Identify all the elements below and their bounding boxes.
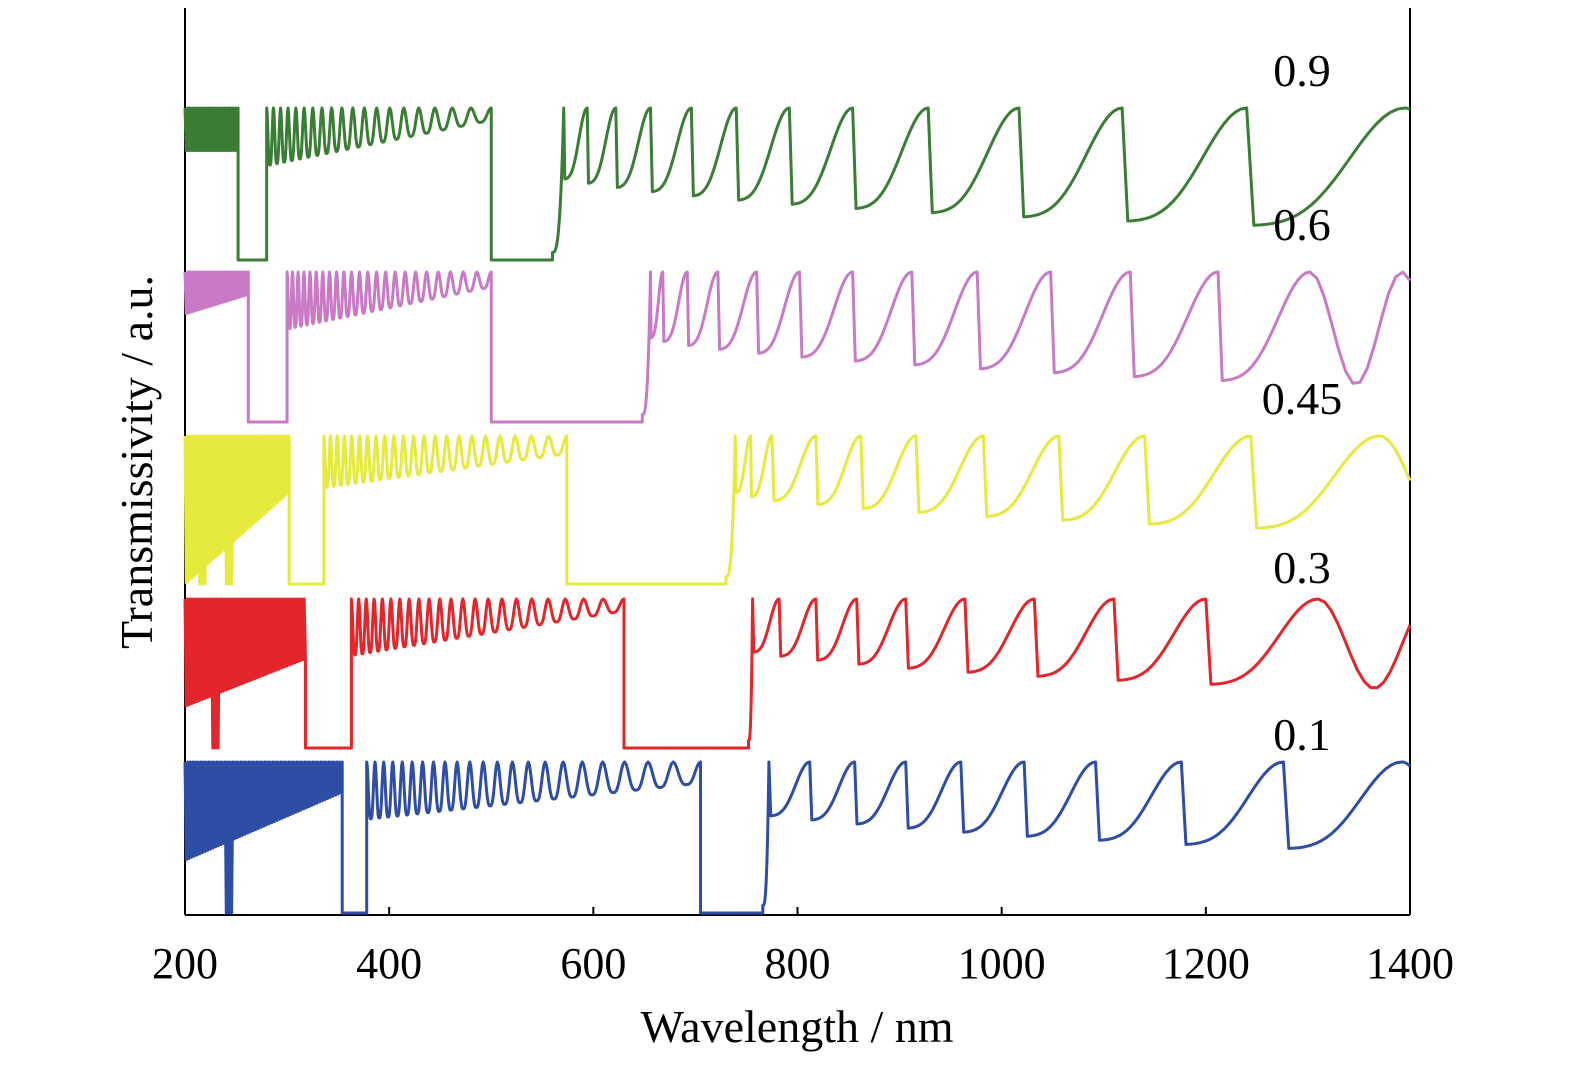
x-tick-label: 1400: [1366, 939, 1454, 988]
series-label-0-6: 0.6: [1273, 199, 1331, 250]
series-label-0-45: 0.45: [1262, 373, 1343, 424]
series-label-0-1: 0.1: [1273, 709, 1331, 760]
series-label-0-3: 0.3: [1273, 542, 1331, 593]
x-ticks: 200 400 600 800 1000 1200 1400: [152, 907, 1454, 988]
series-line-0-9: [183, 106, 1412, 262]
series-line-0-1: [183, 760, 1412, 915]
x-tick-label: 200: [152, 939, 218, 988]
series-line-0-3: [183, 597, 1412, 750]
x-tick-label: 400: [356, 939, 422, 988]
x-tick-label: 1200: [1162, 939, 1250, 988]
x-tick-label: 1000: [958, 939, 1046, 988]
y-axis-title: Transmissivity / a.u.: [111, 275, 162, 649]
series-line-0-6: [183, 270, 1412, 424]
x-axis-title: Wavelength / nm: [640, 1001, 953, 1052]
x-tick-label: 600: [560, 939, 626, 988]
series-line-0-45: [183, 434, 1412, 586]
x-tick-label: 800: [765, 939, 831, 988]
series-group: [183, 106, 1412, 915]
series-labels: 0.9 0.6 0.45 0.3 0.1: [1262, 45, 1343, 760]
series-label-0-9: 0.9: [1273, 45, 1331, 96]
